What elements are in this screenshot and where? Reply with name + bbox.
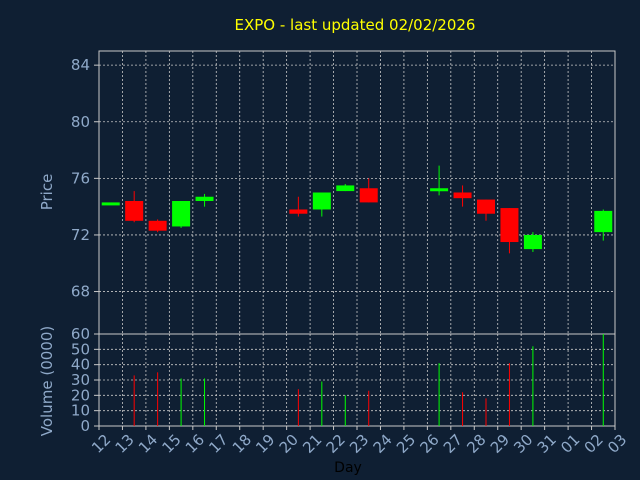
candle-body <box>125 200 144 221</box>
volume-tick-label: 40 <box>71 356 90 374</box>
candle-body <box>336 185 355 192</box>
x-tick-label: 27 <box>440 431 466 457</box>
x-tick-label: 16 <box>182 431 208 457</box>
x-tick-label: 26 <box>416 431 442 457</box>
candle-body <box>148 220 167 231</box>
chart-title: EXPO - last updated 02/02/2026 <box>235 16 476 34</box>
candle-body <box>453 192 472 199</box>
x-tick-label: 01 <box>557 431 583 457</box>
x-tick-label: 03 <box>604 431 630 457</box>
volume-tick-label: 0 <box>80 417 90 435</box>
x-tick-label: 23 <box>346 431 372 457</box>
x-tick-label: 21 <box>299 431 325 457</box>
price-tick-label: 76 <box>71 169 90 187</box>
candle-body <box>101 202 120 206</box>
x-tick-label: 25 <box>393 431 419 457</box>
x-tick-label: 28 <box>463 431 489 457</box>
x-tick-label: 13 <box>112 431 138 457</box>
price-tick-label: 80 <box>71 113 90 131</box>
candle-body <box>312 192 331 210</box>
volume-tick-label: 10 <box>71 402 90 420</box>
x-tick-label: 19 <box>252 431 278 457</box>
x-tick-label: 20 <box>276 431 302 457</box>
candle-body <box>430 188 449 192</box>
x-tick-label: 30 <box>510 431 536 457</box>
candle-body <box>523 234 542 250</box>
x-tick-label: 17 <box>205 431 231 457</box>
volume-tick-label: 50 <box>71 340 90 358</box>
x-tick-label: 12 <box>88 431 114 457</box>
x-tick-label: 31 <box>534 431 560 457</box>
candle-body <box>477 199 495 214</box>
candle-body <box>359 188 378 203</box>
price-panel: 68 72 76 80 84 <box>71 50 616 335</box>
volume-tick-label: 30 <box>71 371 90 389</box>
candle-body <box>172 200 191 227</box>
x-tick-label: 15 <box>158 431 184 457</box>
price-tick-label: 84 <box>71 56 90 74</box>
volume-tick-label: 60 <box>71 325 90 343</box>
candle-body <box>500 208 519 243</box>
x-tick-label: 24 <box>370 431 396 457</box>
x-tick-labels: 1213141516171819202122232425262728293031… <box>88 426 630 457</box>
x-axis-label: Day <box>334 460 362 476</box>
price-tick-label: 68 <box>71 283 90 301</box>
candle-body <box>195 196 214 201</box>
x-tick-label: 14 <box>135 431 161 457</box>
volume-axis-label: Volume (0000) <box>38 326 56 436</box>
x-tick-label: 02 <box>581 431 607 457</box>
x-tick-label: 22 <box>323 431 349 457</box>
x-tick-label: 29 <box>487 431 513 457</box>
volume-tick-label: 20 <box>71 386 90 404</box>
x-tick-label: 18 <box>229 431 255 457</box>
candle-body <box>289 209 308 214</box>
candle-body <box>594 210 613 233</box>
price-tick-label: 72 <box>71 226 90 244</box>
price-axis-label: Price <box>38 174 56 211</box>
